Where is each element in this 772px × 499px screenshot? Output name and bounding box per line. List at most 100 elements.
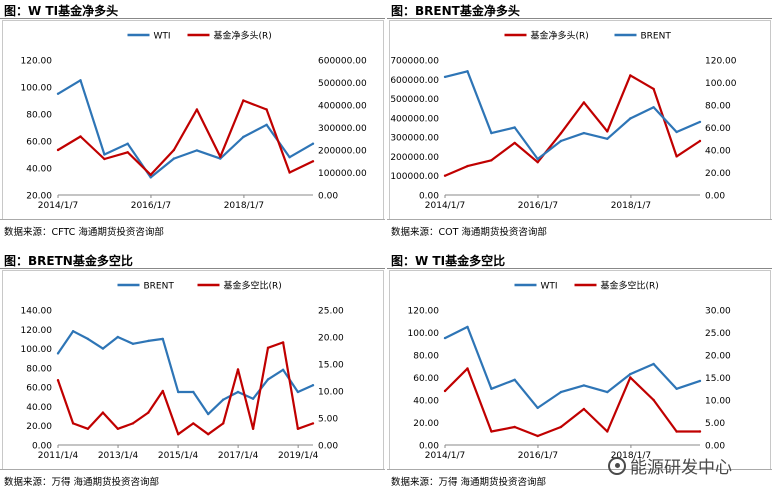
data-point	[582, 384, 586, 387]
right-axis-tick-label: 100000.00	[318, 169, 367, 179]
data-point	[490, 430, 493, 433]
data-point	[192, 422, 195, 425]
series-line	[56, 341, 314, 436]
left-axis-tick-label: 60.00	[26, 138, 52, 148]
left-axis-tick-label: 60.00	[413, 374, 439, 384]
data-source: 数据来源：CFTC 海通期货投资咨询部	[4, 227, 164, 238]
right-axis-tick-label: 500000.00	[318, 79, 367, 89]
right-axis-tick-label: 0.00	[705, 442, 725, 452]
data-point	[172, 148, 176, 152]
data-point	[207, 433, 210, 436]
data-point	[629, 117, 632, 120]
x-axis-tick-label: 2019/1/4	[278, 451, 319, 461]
left-axis-tick-label: 120.00	[408, 307, 440, 317]
left-axis-tick-label: 80.00	[413, 352, 439, 362]
source-divider	[0, 219, 385, 220]
data-point	[443, 336, 447, 340]
title-divider	[0, 268, 385, 269]
data-point	[242, 135, 245, 139]
data-point	[131, 342, 135, 345]
series-line	[57, 330, 314, 416]
series-line	[444, 325, 701, 409]
title-divider	[387, 18, 772, 19]
left-axis-tick-label: 500000.00	[390, 95, 439, 105]
data-point	[536, 157, 539, 161]
right-axis-tick-label: 20.00	[705, 169, 731, 179]
left-axis-tick-label: 100000.00	[390, 172, 439, 182]
data-point	[490, 131, 493, 135]
data-point	[513, 126, 516, 129]
data-point	[242, 99, 245, 102]
data-point	[513, 378, 516, 381]
series-line	[444, 74, 701, 177]
data-point	[536, 434, 539, 438]
series-line	[444, 70, 701, 161]
data-point	[675, 130, 678, 134]
x-axis-tick-label: 2015/1/4	[158, 451, 199, 461]
data-point	[490, 387, 493, 390]
data-point	[513, 141, 516, 145]
right-axis-tick-label: 20.00	[705, 352, 731, 362]
data-point	[219, 155, 222, 158]
left-axis-tick-label: 120.00	[21, 57, 53, 67]
right-axis-tick-label: 120.00	[705, 57, 737, 67]
data-point	[222, 422, 225, 425]
line-chart-brent-long-short-ratio: 0.00 20.00 40.00 60.00 80.00 100.00 120.00 140.…	[21, 280, 345, 462]
right-axis-tick-label: 15.00	[318, 361, 344, 371]
right-axis-tick-label: 10.00	[705, 397, 731, 407]
data-point	[513, 425, 516, 429]
data-point	[251, 427, 255, 430]
source-divider	[387, 219, 772, 220]
left-axis-tick-label: 200000.00	[390, 153, 439, 163]
left-axis-tick-label: 700000.00	[390, 57, 439, 67]
data-source: 数据来源：万得 海通期货投资咨询部	[4, 477, 160, 488]
data-point	[147, 339, 150, 343]
data-point	[101, 411, 105, 414]
legend-entry: 基金多空比(R)	[601, 280, 659, 292]
left-axis-tick-label: 80.00	[26, 111, 52, 121]
data-point	[652, 87, 655, 91]
x-axis-tick-label: 2011/1/4	[38, 451, 79, 461]
data-point	[236, 368, 240, 371]
data-point	[207, 412, 210, 416]
data-point	[126, 151, 129, 154]
left-axis-tick-label: 0.00	[419, 192, 439, 202]
legend-entry: 基金净多头(R)	[214, 30, 272, 42]
data-point	[149, 173, 152, 176]
data-point	[56, 379, 60, 382]
data-point	[177, 433, 180, 436]
x-axis-tick-label: 2014/1/7	[38, 201, 78, 211]
data-point	[265, 108, 268, 111]
source-divider	[0, 469, 385, 470]
data-point	[536, 161, 539, 164]
right-axis-tick-label: 30.00	[705, 307, 731, 317]
right-axis-tick-label: 5.00	[318, 415, 338, 425]
data-point	[466, 164, 469, 168]
left-axis-tick-label: 100.00	[21, 345, 53, 355]
data-point	[490, 159, 493, 162]
left-axis-tick-label: 40.00	[413, 397, 439, 407]
data-point	[56, 148, 60, 152]
title-divider	[0, 18, 385, 19]
data-point	[582, 407, 586, 411]
data-point	[56, 352, 60, 355]
x-axis-tick-label: 2016/1/7	[518, 201, 558, 211]
data-point	[311, 384, 315, 387]
right-axis-tick-label: 10.00	[318, 388, 344, 398]
data-point	[195, 108, 199, 111]
data-point	[79, 135, 82, 138]
data-point	[192, 390, 195, 394]
data-point	[161, 389, 164, 393]
data-point	[582, 101, 586, 104]
data-point	[79, 79, 82, 82]
right-axis-tick-label: 600000.00	[318, 57, 367, 67]
data-point	[161, 337, 164, 341]
data-point	[281, 368, 285, 371]
data-point	[149, 176, 152, 179]
data-source: 数据来源：COT 海通期货投资咨询部	[391, 227, 547, 238]
data-point	[219, 157, 222, 160]
data-point	[466, 70, 469, 73]
left-axis-tick-label: 20.00	[413, 419, 439, 429]
right-axis-tick-label: 20.00	[318, 334, 344, 344]
x-axis-tick-label: 2016/1/7	[131, 201, 171, 211]
